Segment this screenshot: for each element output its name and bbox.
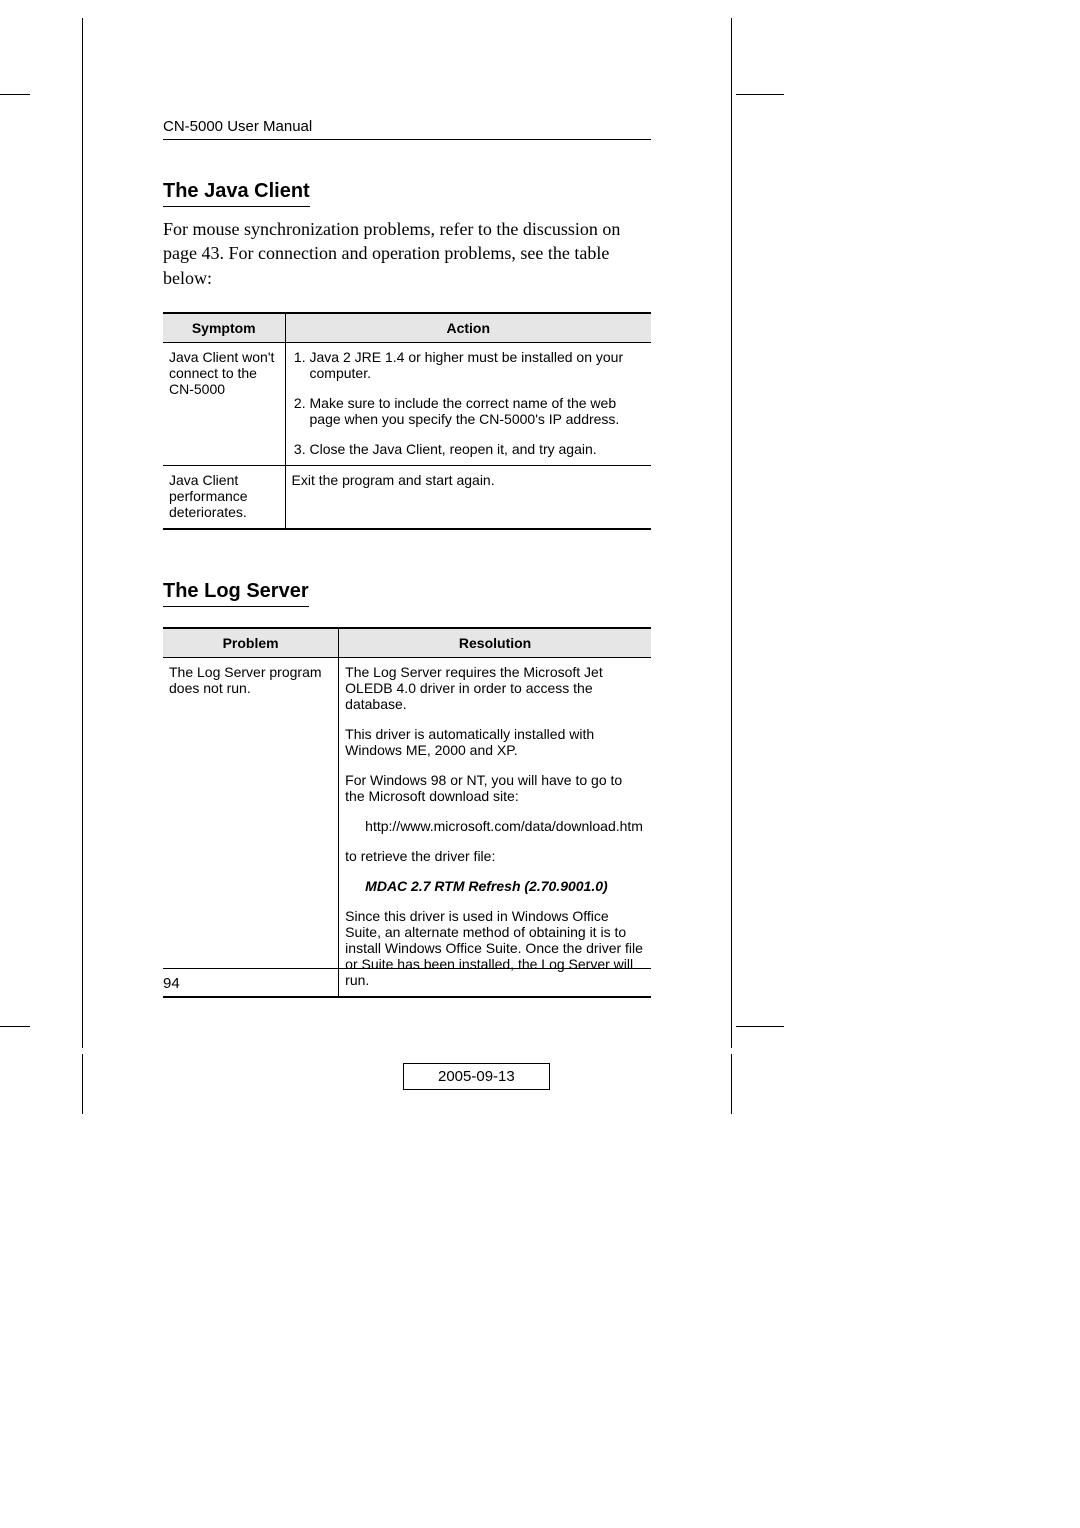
page-number: 94 [163, 975, 180, 992]
section-title: The Log Server [163, 580, 309, 607]
log-server-table: Problem Resolution The Log Server progra… [163, 627, 651, 998]
section-java-client: The Java Client For mouse synchronizatio… [163, 180, 651, 530]
table-header: Problem [163, 628, 339, 658]
manual-page: CN-5000 User Manual The Java Client For … [82, 18, 732, 1048]
action-cell: Exit the program and start again. [285, 465, 651, 529]
resolution-text: This driver is automatically installed w… [345, 726, 645, 758]
page-footer: 94 [163, 968, 651, 992]
action-item: Java 2 JRE 1.4 or higher must be install… [310, 349, 646, 381]
action-item: Close the Java Client, reopen it, and tr… [310, 441, 646, 457]
resolution-text: to retrieve the driver file: [345, 848, 645, 864]
table-header: Resolution [339, 628, 651, 658]
section-title: The Java Client [163, 180, 310, 207]
java-client-table: Symptom Action Java Client won't connect… [163, 312, 651, 530]
symptom-cell: Java Client performance deteriorates. [163, 465, 285, 529]
symptom-cell: Java Client won't connect to the CN-5000 [163, 342, 285, 465]
resolution-file: MDAC 2.7 RTM Refresh (2.70.9001.0) [345, 878, 645, 894]
section-intro: For mouse synchronization problems, refe… [163, 217, 651, 290]
action-cell: Java 2 JRE 1.4 or higher must be install… [285, 342, 651, 465]
table-row: The Log Server program does not run. The… [163, 657, 651, 997]
table-row: Java Client performance deteriorates. Ex… [163, 465, 651, 529]
running-head: CN-5000 User Manual [163, 118, 651, 140]
date-stamp: 2005-09-13 [403, 1063, 550, 1090]
resolution-url: http://www.microsoft.com/data/download.h… [345, 818, 645, 834]
section-log-server: The Log Server Problem Resolution The Lo… [163, 580, 651, 998]
table-row: Java Client won't connect to the CN-5000… [163, 342, 651, 465]
action-item: Make sure to include the correct name of… [310, 395, 646, 427]
resolution-text: For Windows 98 or NT, you will have to g… [345, 772, 645, 804]
resolution-text: The Log Server requires the Microsoft Je… [345, 664, 645, 712]
problem-cell: The Log Server program does not run. [163, 657, 339, 997]
resolution-cell: The Log Server requires the Microsoft Je… [339, 657, 651, 997]
table-header: Symptom [163, 313, 285, 343]
table-header: Action [285, 313, 651, 343]
